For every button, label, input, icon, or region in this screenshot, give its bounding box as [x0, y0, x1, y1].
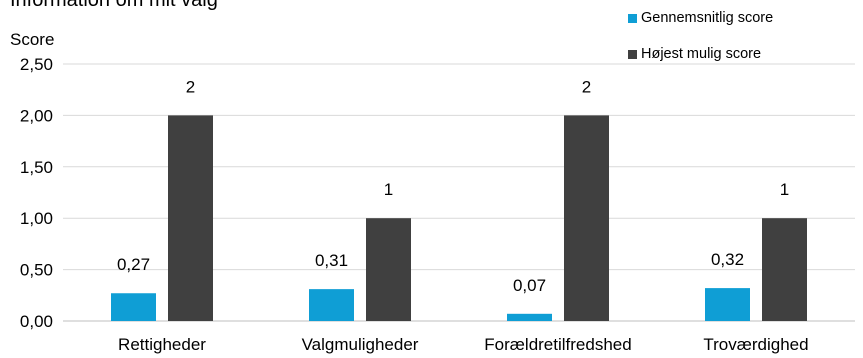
bar-max — [762, 218, 807, 321]
x-tick-label: Valgmuligheder — [302, 335, 419, 354]
data-label: 0,07 — [513, 276, 546, 295]
y-tick-label: 1,00 — [20, 209, 53, 228]
y-axis-label: Score — [10, 30, 55, 49]
bar-average — [309, 289, 354, 321]
bar-max — [168, 115, 213, 322]
data-label: 2 — [186, 77, 195, 96]
legend-label-average: Gennemsnitlig score — [641, 10, 774, 26]
legend: Gennemsnitlig score Højest mulig score — [628, 8, 773, 80]
x-tick-label: Troværdighed — [703, 335, 808, 354]
legend-label-max: Højest mulig score — [641, 46, 762, 62]
bar-average — [507, 313, 552, 321]
y-tick-label: 0,50 — [20, 261, 53, 280]
legend-swatch-max — [628, 49, 637, 59]
data-label: 1 — [384, 180, 393, 199]
legend-item-average: Gennemsnitlig score — [628, 8, 773, 28]
bar-average — [111, 293, 156, 321]
bar-max — [366, 218, 411, 321]
data-label: 0,27 — [117, 255, 150, 274]
bar-max — [564, 115, 609, 322]
data-label: 2 — [582, 77, 591, 96]
x-tick-label: Forældretilfredshed — [484, 335, 631, 354]
x-tick-label: Rettigheder — [118, 335, 206, 354]
data-label: 1 — [780, 180, 789, 199]
y-tick-label: 2,50 — [20, 55, 53, 74]
data-label: 0,31 — [315, 251, 348, 270]
y-tick-label: 0,00 — [20, 312, 53, 331]
chart-title: Information om mit valg — [10, 0, 218, 11]
y-tick-label: 1,50 — [20, 158, 53, 177]
legend-item-max: Højest mulig score — [628, 44, 773, 64]
data-label: 0,32 — [711, 250, 744, 269]
bar-average — [705, 288, 750, 321]
y-tick-label: 2,00 — [20, 106, 53, 125]
legend-swatch-average — [628, 13, 637, 23]
